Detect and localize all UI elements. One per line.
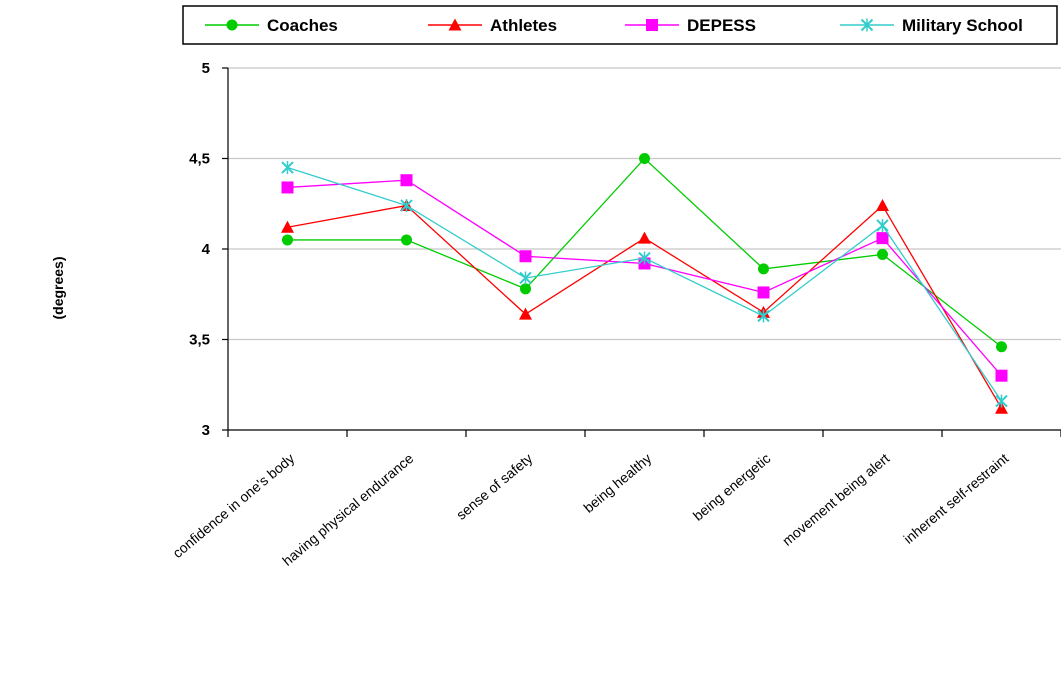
data-point-x — [860, 18, 874, 32]
data-point-triangle — [876, 199, 889, 212]
data-point-circle — [282, 234, 293, 246]
data-point-triangle — [448, 18, 462, 31]
data-point-square — [400, 174, 413, 187]
data-point-x — [400, 199, 413, 213]
x-category-label: movement being alert — [779, 450, 892, 549]
data-point-square — [757, 286, 770, 299]
legend-entry: Coaches — [205, 16, 338, 35]
series-military-school — [281, 161, 1008, 408]
data-point-circle — [996, 341, 1007, 353]
gridlines — [228, 67, 1061, 341]
x-category-label: having physical endurance — [279, 450, 416, 569]
legend-label: DEPESS — [687, 16, 756, 35]
axes — [222, 67, 1061, 437]
legend-entry: Athletes — [428, 16, 557, 35]
y-tick-label: 4,5 — [189, 151, 210, 168]
data-point-circle — [401, 234, 412, 246]
data-point-x — [519, 271, 532, 285]
series-depess — [281, 174, 1008, 382]
data-point-x — [281, 161, 294, 175]
x-category-label: being healthy — [580, 450, 654, 516]
y-tick-labels: 3 3,5 4 4,5 5 — [189, 60, 211, 439]
series-line — [287, 179, 1002, 377]
data-point-square — [646, 19, 658, 31]
data-point-triangle — [638, 231, 651, 244]
x-category-label: inherent self-restraint — [900, 450, 1011, 547]
y-tick-label: 5 — [202, 60, 210, 77]
series-coaches — [282, 153, 1007, 353]
legend-label: Coaches — [267, 16, 338, 35]
x-category-label: being energetic — [690, 450, 774, 524]
data-point-square — [876, 232, 889, 245]
series-athletes — [281, 199, 1008, 414]
y-tick-label: 3,5 — [189, 332, 210, 349]
data-point-square — [281, 181, 294, 194]
data-point-circle — [520, 283, 531, 295]
legend: Coaches Athletes DEPESS Military School — [182, 5, 1058, 45]
series-line — [287, 166, 1003, 402]
data-point-x — [757, 309, 770, 323]
data-point-x — [995, 394, 1008, 408]
y-tick-label: 3 — [202, 422, 210, 439]
legend-entry: Military School — [840, 16, 1023, 35]
data-point-triangle — [995, 401, 1008, 414]
data-point-x — [638, 251, 651, 265]
data-point-circle — [877, 248, 888, 260]
data-point-circle — [639, 153, 650, 164]
x-category-label: confidence in one's body — [169, 450, 297, 561]
data-point-square — [995, 369, 1008, 382]
data-point-circle — [226, 19, 238, 31]
legend-entry: DEPESS — [625, 16, 756, 35]
y-axis-label: (degrees) — [50, 256, 66, 319]
data-point-circle — [758, 263, 769, 275]
series-lines — [281, 153, 1008, 414]
data-point-triangle — [281, 220, 294, 233]
legend-label: Athletes — [490, 16, 557, 35]
x-category-label: sense of safety — [453, 450, 535, 523]
legend-box — [182, 5, 1058, 45]
legend-label: Military School — [902, 16, 1023, 35]
data-point-square — [519, 250, 532, 263]
data-point-x — [876, 218, 889, 232]
y-tick-label: 4 — [202, 241, 211, 258]
data-point-triangle — [519, 307, 532, 320]
